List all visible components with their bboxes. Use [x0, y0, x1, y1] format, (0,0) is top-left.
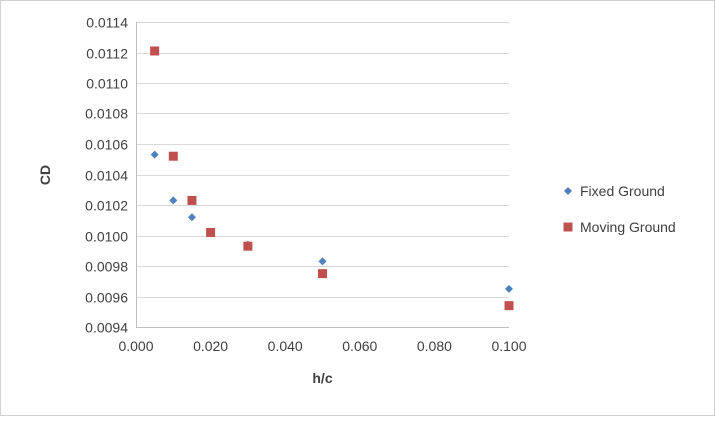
x-tick-label: 0.100 — [491, 338, 526, 354]
moving-ground-point — [318, 269, 327, 279]
fixed-ground-point — [150, 150, 159, 159]
legend-item-moving-ground: Moving Ground — [563, 219, 676, 235]
y-tick-label: 0.0100 — [85, 229, 128, 245]
legend-marker-moving-ground — [563, 222, 573, 232]
x-tick-label: 0.000 — [118, 338, 153, 354]
moving-ground-point — [206, 227, 216, 237]
moving-ground-point — [150, 46, 160, 56]
legend-marker-fixed-ground — [564, 187, 572, 195]
y-tick-label: 0.0112 — [86, 46, 128, 62]
moving-ground-point — [504, 301, 514, 311]
legend-label-moving-ground: Moving Ground — [580, 219, 676, 235]
y-tick-label: 0.0106 — [85, 137, 128, 153]
legend: Fixed Ground Moving Ground — [563, 183, 676, 235]
moving-ground-point — [243, 241, 253, 251]
fixed-ground-point — [318, 257, 327, 266]
fixed-ground-point — [187, 213, 196, 222]
y-tick-label: 0.0094 — [85, 320, 128, 336]
fixed-ground-point — [169, 196, 178, 205]
moving-ground-point — [187, 195, 197, 205]
y-tick-label: 0.0108 — [85, 106, 128, 122]
y-tick-label: 0.0114 — [86, 15, 128, 31]
x-axis-title: h/c — [312, 370, 332, 386]
y-tick-label: 0.0104 — [85, 168, 128, 184]
x-tick-label: 0.040 — [268, 338, 303, 354]
axes: 0.0094 0.0096 0.0098 0.0100 0.0102 0.0104 0.01… — [85, 15, 527, 355]
data-points — [150, 46, 514, 311]
y-tick-label: 0.0110 — [86, 76, 128, 92]
legend-label-fixed-ground: Fixed Ground — [580, 183, 665, 199]
y-tick-label: 0.0096 — [85, 290, 128, 306]
x-tick-label: 0.080 — [417, 338, 452, 354]
legend-item-fixed-ground: Fixed Ground — [564, 183, 665, 199]
y-axis-title: CD — [37, 165, 53, 185]
moving-ground-point — [168, 151, 178, 161]
x-tick-label: 0.060 — [342, 338, 377, 354]
y-tick-label: 0.0102 — [85, 198, 128, 214]
x-tick-label: 0.020 — [193, 338, 228, 354]
y-tick-label: 0.0098 — [85, 259, 128, 275]
fixed-ground-point — [505, 284, 513, 293]
